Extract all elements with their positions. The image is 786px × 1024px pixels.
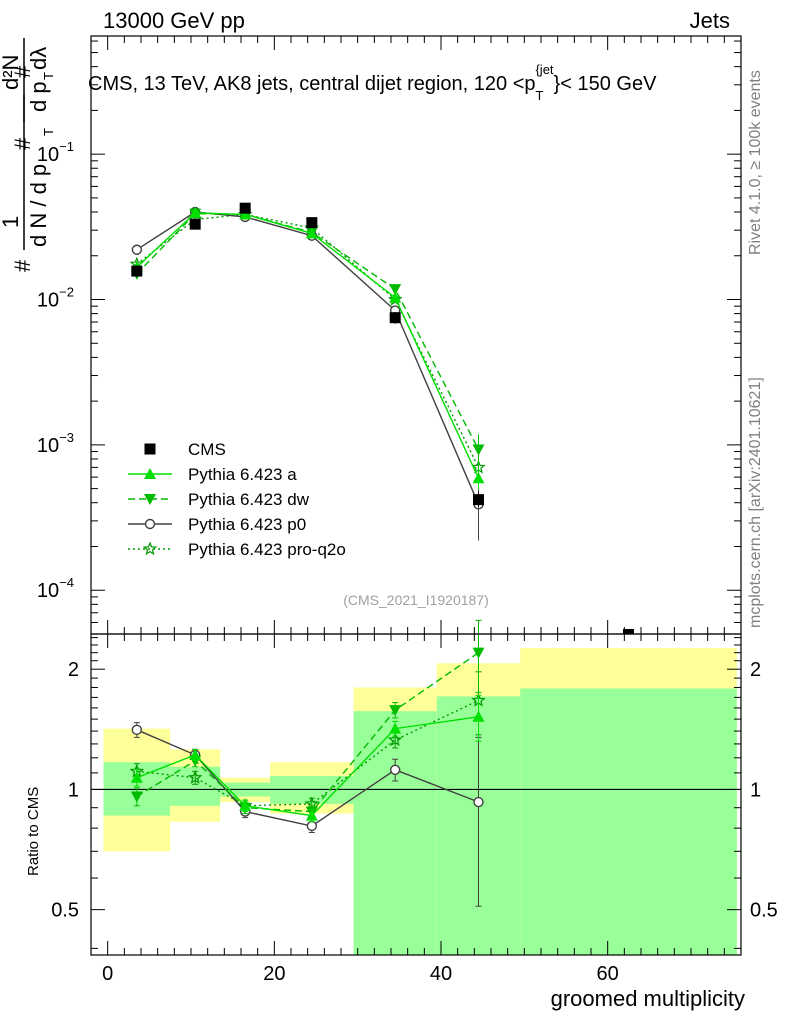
main-point-cms xyxy=(189,218,201,230)
ylabel-T1: T xyxy=(41,128,56,136)
ratio-point-p0 xyxy=(131,724,143,736)
main-point-dw xyxy=(472,444,485,456)
ratio-point-a xyxy=(472,710,485,722)
ratio-ytick-label-right: 2 xyxy=(750,659,761,681)
mcplots-label: mcplots.cern.ch [arXiv:2401.10621] xyxy=(747,377,764,628)
title-sup: {jet xyxy=(535,62,553,77)
main-point-a xyxy=(189,206,202,218)
legend-marker xyxy=(144,518,156,530)
ylabel-hash-3: # xyxy=(10,65,35,78)
main-point-a xyxy=(305,227,318,239)
main-point-a xyxy=(239,208,252,220)
ylabel-d2N: d²N xyxy=(0,55,23,90)
main-plot xyxy=(129,202,634,634)
ratio-point-p0 xyxy=(306,820,318,832)
x-tick-label: 60 xyxy=(597,963,619,985)
axes: 10−1 10−2 10−3 10−4 0 20 40 60 0.5 0.5 1 1 2 2 xyxy=(37,35,778,985)
legend-marker xyxy=(144,443,156,455)
title-prefix: CMS, 13 TeV, AK8 jets, central dijet reg… xyxy=(88,73,524,95)
x-tick-label: 20 xyxy=(263,963,285,985)
ratio-point-p0 xyxy=(389,764,401,775)
ratio-point-a xyxy=(305,809,318,821)
ratio-point-pro-q2o xyxy=(187,770,203,784)
ratio-ytick-label: 1 xyxy=(68,779,79,801)
ratio-band-green xyxy=(520,688,737,955)
main-line-pro-q2o xyxy=(136,213,480,468)
ratio-point-p0 xyxy=(473,796,484,808)
ylabel-dlambda: dλ xyxy=(26,47,51,70)
ratio-plot xyxy=(129,619,486,907)
main-ytick-label: 10−4 xyxy=(37,575,74,602)
ratio-point-a xyxy=(189,748,202,760)
main-point-cms xyxy=(623,629,634,634)
legend-marker xyxy=(142,541,158,556)
title-sub: T xyxy=(536,88,544,103)
ylabel-dp: d p xyxy=(26,81,51,112)
ratio-bands xyxy=(91,648,741,955)
ratio-point-a xyxy=(389,722,402,734)
legend-label: Pythia 6.423 pro-q2o xyxy=(188,540,346,559)
ratio-point-dw xyxy=(389,705,402,717)
x-tick-label: 40 xyxy=(430,963,452,985)
legend-label: Pythia 6.423 a xyxy=(188,465,297,484)
ratio-line-p0 xyxy=(136,729,479,827)
ylabel-one: 1 xyxy=(0,216,23,228)
ratio-point-dw xyxy=(472,647,485,659)
header-right: Jets xyxy=(690,8,730,33)
ratio-point-a xyxy=(239,799,252,811)
legend-label: Pythia 6.423 p0 xyxy=(188,515,306,534)
rivet-label: Rivet 4.1.0, ≥ 100k events xyxy=(747,70,764,255)
main-ytick-label: 10−3 xyxy=(37,430,74,457)
ratio-frame xyxy=(90,633,742,956)
ratio-ytick-label-right: 1 xyxy=(750,779,761,801)
main-point-a xyxy=(389,291,402,303)
main-line-a xyxy=(136,212,480,479)
legend-marker xyxy=(144,468,156,479)
ylabel-dN: d N / d p xyxy=(26,164,51,247)
main-line-dw xyxy=(136,212,480,450)
main-y-axis-label: # 1 d N / d p T # d²N d p T # dλ xyxy=(0,38,56,272)
main-point-cms xyxy=(473,494,484,506)
ratio-ytick-label: 0.5 xyxy=(51,900,79,922)
main-point-cms xyxy=(389,312,401,324)
ratio-ytick-label: 2 xyxy=(68,659,79,681)
ylabel-hash-2: # xyxy=(10,137,35,150)
main-point-p0 xyxy=(131,244,143,255)
main-line-p0 xyxy=(136,211,480,505)
ratio-point-pro-q2o xyxy=(387,732,403,747)
ratio-ytick-label-right: 0.5 xyxy=(750,900,778,922)
main-ytick-label: 10−2 xyxy=(37,285,74,312)
ratio-line-dw xyxy=(136,652,479,813)
x-tick-label: 0 xyxy=(102,963,113,985)
legend-label: CMS xyxy=(188,440,226,459)
legend-label: Pythia 6.423 dw xyxy=(188,490,310,509)
main-point-cms xyxy=(306,217,318,229)
x-axis-label: groomed multiplicity xyxy=(551,986,745,1011)
main-point-cms xyxy=(239,202,251,214)
legend: CMS Pythia 6.423 a Pythia 6.423 dw Pythia 6… xyxy=(128,440,346,559)
ratio-band-green xyxy=(353,711,437,955)
main-point-cms xyxy=(131,265,143,277)
ratio-y-axis-label: Ratio to CMS xyxy=(25,787,42,876)
main-title: CMS, 13 TeV, AK8 jets, central dijet reg… xyxy=(88,62,657,103)
ylabel-T2: T xyxy=(41,72,56,80)
main-point-a xyxy=(472,472,485,484)
title-p: p xyxy=(524,73,535,95)
ratio-point-dw xyxy=(130,791,143,803)
ylabel-hash: # xyxy=(10,259,35,272)
ratio-point-a xyxy=(130,771,143,783)
title-suffix: }< 150 GeV xyxy=(554,73,658,95)
header-left: 13000 GeV pp xyxy=(103,8,245,33)
main-ytick-label: 10−1 xyxy=(37,139,74,166)
ratio-line-a xyxy=(136,716,479,817)
legend-marker xyxy=(144,494,156,505)
analysis-id: (CMS_2021_I1920187) xyxy=(343,592,489,608)
main-point-dw xyxy=(389,284,402,296)
